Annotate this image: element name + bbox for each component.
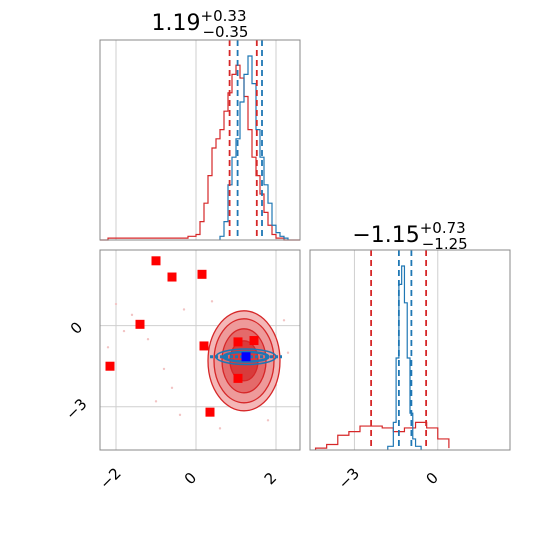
sample-point xyxy=(266,419,270,422)
x-tick-label: 0 xyxy=(181,469,200,488)
sample-point xyxy=(210,300,214,303)
sample-point xyxy=(170,386,174,390)
param1-title: 1.19+0.33 −0.35 xyxy=(152,7,249,41)
title-value: −1.15 xyxy=(352,223,419,248)
marginal-histogram-param1 xyxy=(99,39,301,241)
y-tick-label: −3 xyxy=(62,395,90,423)
joint-contour-panel xyxy=(99,249,301,451)
title-value: 1.19 xyxy=(152,11,201,36)
red-marker xyxy=(199,341,209,351)
blue-marker xyxy=(241,352,251,362)
blue-contour-inner xyxy=(222,350,270,363)
red-marker xyxy=(205,407,215,417)
title-minus: −0.35 xyxy=(202,23,248,41)
title-minus: −1.25 xyxy=(422,235,468,253)
sample-point xyxy=(282,319,286,322)
y-tick-label: 0 xyxy=(67,318,86,337)
histogram-series-1 xyxy=(387,265,422,450)
x-tick-label: 2 xyxy=(261,469,280,488)
marginal-histogram-param2 xyxy=(309,249,511,451)
histogram-series-0 xyxy=(314,421,450,450)
sample-point xyxy=(122,329,126,333)
title-plus: +0.33 xyxy=(201,7,247,25)
red-marker xyxy=(167,272,177,282)
sample-point xyxy=(106,346,110,349)
red-marker xyxy=(249,336,259,346)
sample-point xyxy=(114,302,118,306)
sample-point xyxy=(218,427,222,430)
axes-frame xyxy=(309,249,511,451)
sample-point xyxy=(162,367,166,371)
param2-title: −1.15+0.73 −1.25 xyxy=(352,219,467,253)
title-plus: +0.73 xyxy=(420,219,466,237)
axes-frame xyxy=(99,39,301,241)
red-marker xyxy=(135,319,145,329)
sample-point xyxy=(286,351,290,354)
red-marker xyxy=(105,361,115,371)
x-tick-label: −3 xyxy=(335,464,363,492)
sample-point xyxy=(182,308,186,311)
sample-point xyxy=(178,413,182,417)
x-tick-label: 0 xyxy=(423,469,442,488)
sample-point xyxy=(130,313,134,317)
red-marker xyxy=(233,373,243,383)
sample-point xyxy=(154,400,158,403)
sample-point xyxy=(146,337,150,341)
histogram-series-0 xyxy=(100,64,300,241)
x-tick-label: −2 xyxy=(96,464,124,492)
histogram-series-1 xyxy=(219,55,289,240)
axes-frame xyxy=(99,249,301,451)
red-marker xyxy=(151,256,161,266)
red-marker xyxy=(233,337,243,347)
red-marker xyxy=(197,269,207,279)
